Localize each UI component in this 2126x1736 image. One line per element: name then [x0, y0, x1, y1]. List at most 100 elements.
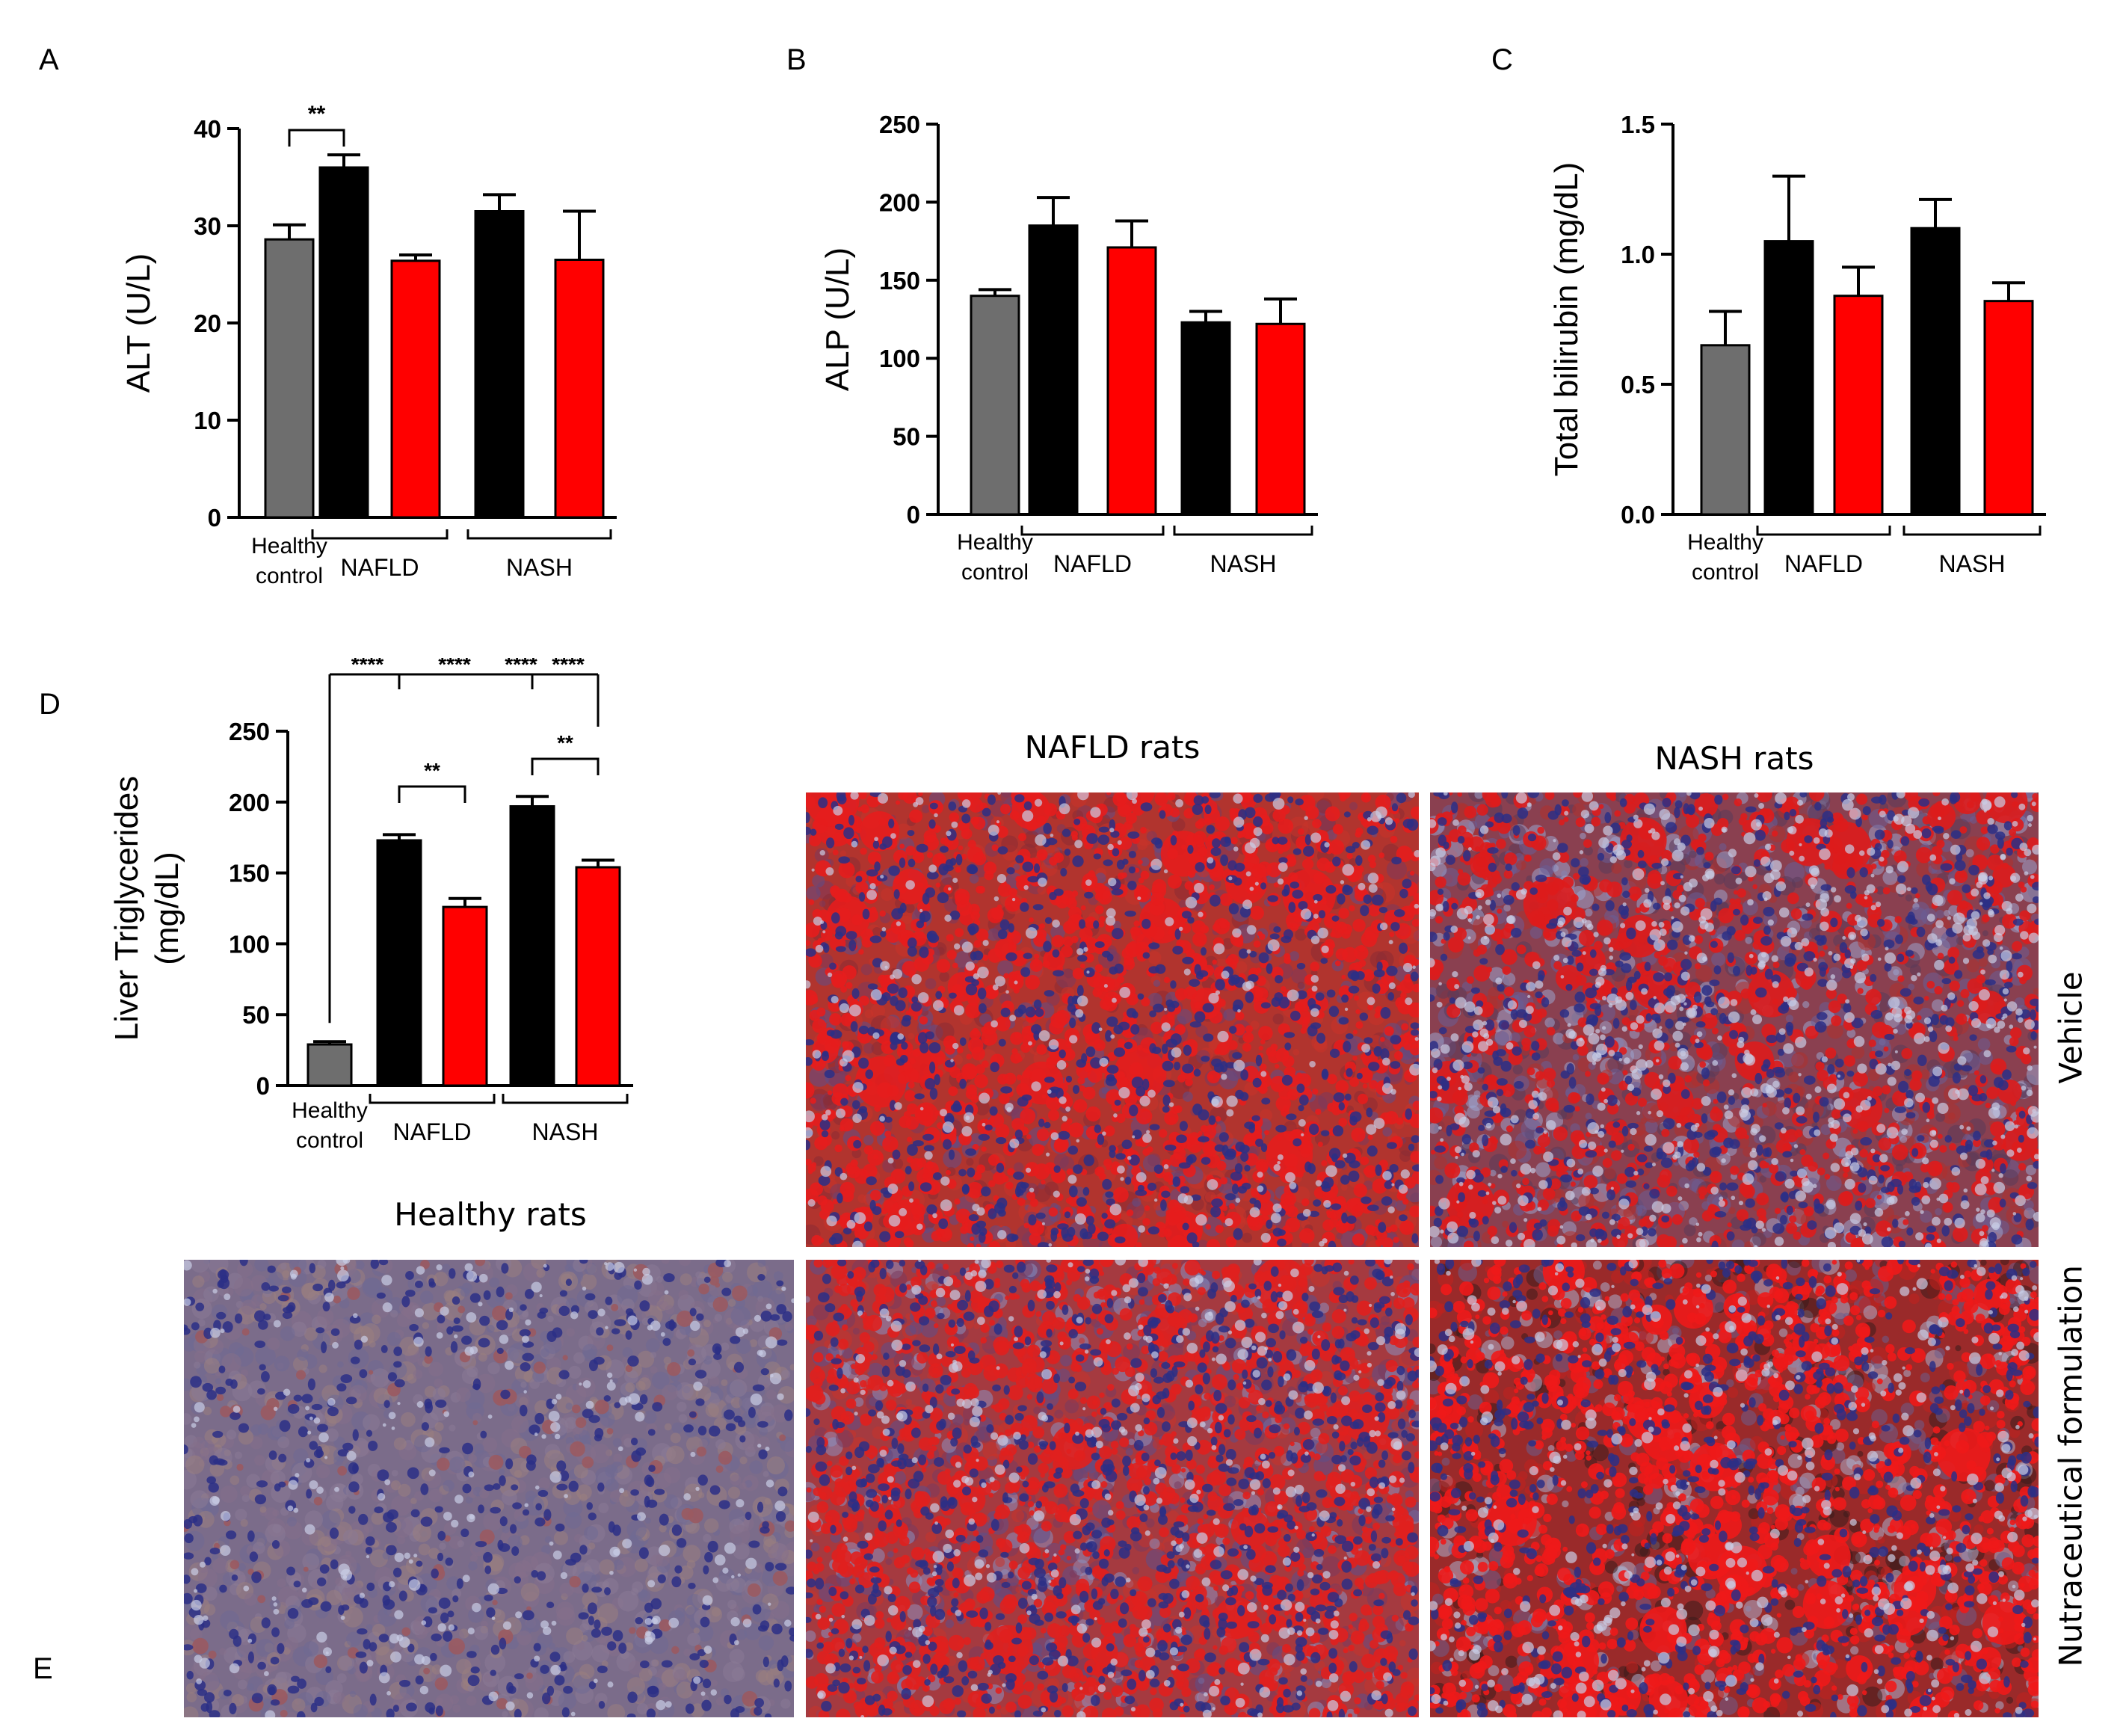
- tissue-texture: [1557, 1109, 1568, 1120]
- tissue-space: [821, 1113, 828, 1121]
- tissue-space: [839, 1172, 848, 1181]
- cell-nucleus: [919, 1182, 932, 1192]
- tissue-space: [897, 1033, 905, 1040]
- cell-nucleus: [1127, 881, 1137, 890]
- lipid-droplet: [1637, 1098, 1648, 1107]
- tissue-space: [1065, 1106, 1070, 1112]
- tissue-space: [1106, 916, 1116, 926]
- lipid-droplet: [973, 1171, 982, 1181]
- tissue-space: [839, 1003, 849, 1013]
- cell-nucleus: [1316, 1032, 1326, 1044]
- cell-nucleus: [1231, 1184, 1239, 1195]
- cell-nucleus: [1308, 1210, 1319, 1217]
- cell-nucleus: [1161, 1190, 1171, 1198]
- cell-nucleus: [1172, 1176, 1181, 1187]
- lipid-droplet: [1008, 887, 1017, 897]
- cell-nucleus: [1005, 952, 1017, 961]
- lipid-droplet: [1298, 828, 1304, 835]
- lipid-droplet: [910, 1158, 923, 1172]
- cell-nucleus: [1277, 837, 1288, 845]
- lipid-droplet: [1349, 905, 1355, 912]
- tissue-space: [932, 1213, 937, 1219]
- tissue-texture: [1508, 1140, 1527, 1160]
- lipid-droplet: [1005, 895, 1021, 912]
- tissue-space: [1098, 1027, 1103, 1032]
- cell-nucleus: [1386, 965, 1398, 976]
- cell-nucleus: [1201, 1056, 1210, 1062]
- lipid-droplet: [1270, 1043, 1278, 1051]
- cell-nucleus: [952, 1101, 961, 1112]
- lipid-droplet: [1367, 1004, 1374, 1011]
- cell-nucleus: [810, 828, 817, 836]
- lipid-droplet: [1376, 1230, 1387, 1241]
- tissue-space: [1142, 1133, 1152, 1143]
- tissue-texture: [881, 888, 894, 902]
- lipid-droplet: [1301, 1198, 1310, 1207]
- lipid-droplet: [1320, 899, 1327, 905]
- lipid-droplet: [988, 1180, 996, 1187]
- cell-nucleus: [1193, 1068, 1201, 1077]
- lipid-droplet: [1016, 1074, 1023, 1081]
- lipid-droplet: [893, 877, 901, 884]
- lipid-droplet: [859, 811, 900, 852]
- lipid-droplet: [991, 844, 999, 852]
- tissue-space: [1253, 827, 1263, 837]
- tissue-space: [1086, 970, 1090, 974]
- cell-nucleus: [1390, 1035, 1402, 1045]
- tissue-space: [806, 980, 811, 989]
- cell-nucleus: [866, 1176, 877, 1186]
- y-tick-label: 0.0: [1621, 501, 1655, 529]
- panel-letter-e: E: [33, 1652, 53, 1685]
- lipid-droplet: [1181, 844, 1187, 850]
- lipid-droplet: [1960, 988, 1970, 999]
- lipid-droplet: [1088, 870, 1096, 878]
- tissue-space: [1278, 862, 1288, 872]
- lipid-droplet: [1762, 1103, 1767, 1108]
- cell-nucleus: [1021, 1094, 1032, 1101]
- cell-nucleus: [985, 1124, 993, 1131]
- cell-nucleus: [928, 819, 936, 829]
- cell-nucleus: [1234, 862, 1245, 872]
- cell-nucleus: [1347, 970, 1360, 980]
- tissue-space: [953, 943, 961, 950]
- y-tick-label: 200: [229, 789, 270, 816]
- lipid-droplet: [1378, 852, 1385, 858]
- lipid-droplet: [1349, 1077, 1359, 1087]
- lipid-droplet: [1846, 902, 1852, 909]
- tissue-space: [1041, 1222, 1045, 1225]
- group-label-nash: NASH: [532, 1118, 599, 1145]
- tissue-space: [1090, 807, 1101, 818]
- lipid-droplet: [1094, 964, 1103, 973]
- tissue-space: [972, 1204, 980, 1212]
- lipid-droplet: [1585, 1071, 1592, 1077]
- lipid-droplet: [993, 1171, 1007, 1185]
- cell-nucleus: [978, 1133, 990, 1141]
- cell-nucleus: [987, 1208, 997, 1219]
- significance-label: ****: [505, 658, 537, 676]
- cell-nucleus: [1260, 1002, 1271, 1009]
- tissue-space: [825, 867, 834, 875]
- cell-nucleus: [997, 846, 1008, 855]
- lipid-droplet: [1227, 954, 1239, 966]
- lipid-droplet: [1108, 979, 1121, 991]
- lipid-droplet: [1036, 1044, 1047, 1055]
- tissue-space: [899, 1207, 908, 1216]
- lipid-droplet: [1062, 1048, 1076, 1062]
- lipid-droplet: [1578, 929, 1595, 947]
- tissue-space: [1213, 943, 1225, 955]
- cell-nucleus: [1283, 884, 1290, 896]
- lipid-droplet: [952, 962, 958, 969]
- tissue-space: [807, 1198, 816, 1207]
- lipid-droplet: [1555, 964, 1582, 991]
- cell-nucleus: [1031, 1024, 1042, 1035]
- cell-nucleus: [1331, 915, 1340, 922]
- tissue-space: [1325, 1165, 1337, 1178]
- lipid-droplet: [1334, 960, 1341, 967]
- cell-nucleus: [1085, 1046, 1096, 1057]
- cell-nucleus: [1271, 997, 1281, 1007]
- tissue-space: [1178, 926, 1183, 932]
- lipid-droplet: [1457, 792, 1462, 797]
- cell-nucleus: [1044, 1121, 1051, 1129]
- cell-nucleus: [1159, 810, 1166, 819]
